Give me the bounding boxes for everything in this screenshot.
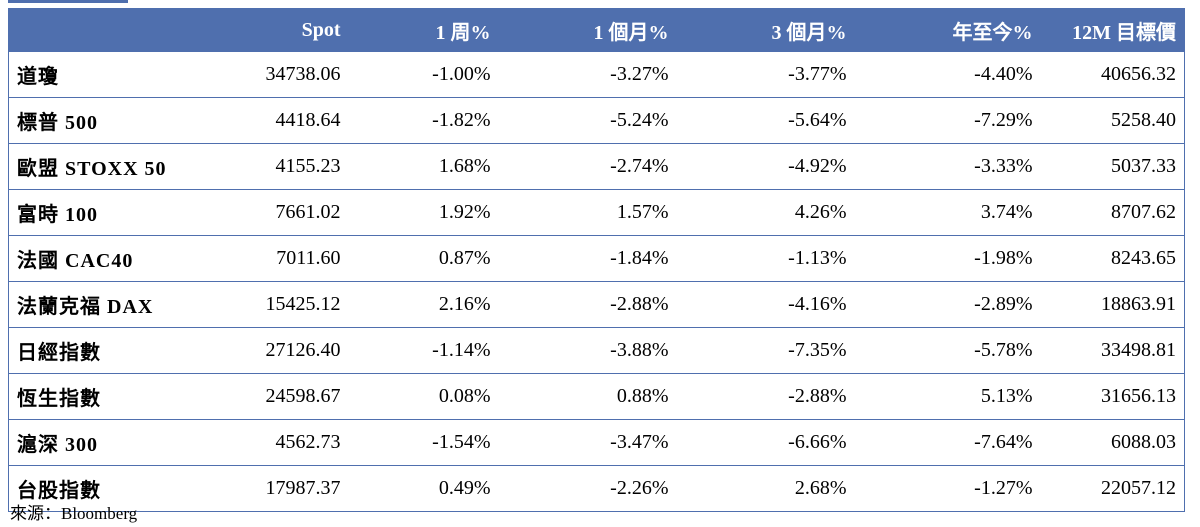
month-change-cell: -3.27%	[498, 51, 677, 98]
target-price-cell: 22057.12	[1040, 465, 1185, 512]
market-index-table: Spot 1 周% 1 個月% 3 個月% 年至今% 12M 目標價 道瓊 347…	[8, 8, 1185, 512]
ytd-change-cell: 5.13%	[854, 373, 1041, 420]
ytd-change-cell: -7.29%	[854, 97, 1041, 144]
ytd-change-cell: 3.74%	[854, 189, 1041, 236]
index-name-cell: 日經指數	[8, 327, 199, 374]
week-change-cell: 1.92%	[348, 189, 499, 236]
week-change-cell: 2.16%	[348, 281, 499, 328]
table-row: 標普 500 4418.64 -1.82% -5.24% -5.64% -7.29% 525…	[8, 97, 1185, 144]
table-row: 道瓊 34738.06 -1.00% -3.27% -3.77% -4.40% 40656.…	[8, 51, 1185, 98]
index-name-cell: 道瓊	[8, 51, 199, 98]
month-change-cell: -2.26%	[498, 465, 677, 512]
week-change-cell: 0.08%	[348, 373, 499, 420]
month-change-cell: 0.88%	[498, 373, 677, 420]
table-row: 滬深 300 4562.73 -1.54% -3.47% -6.66% -7.64% 608…	[8, 419, 1185, 466]
ytd-change-cell: -5.78%	[854, 327, 1041, 374]
table-row: 歐盟 STOXX 50 4155.23 1.68% -2.74% -4.92% -3.33…	[8, 143, 1185, 190]
index-name-cell: 標普 500	[8, 97, 199, 144]
month-change-cell: -2.88%	[498, 281, 677, 328]
three-month-change-cell: -2.88%	[676, 373, 855, 420]
month-change-cell: -3.47%	[498, 419, 677, 466]
ytd-change-cell: -4.40%	[854, 51, 1041, 98]
spot-cell: 27126.40	[198, 327, 349, 374]
header-ytd: 年至今%	[854, 8, 1041, 52]
ytd-change-cell: -2.89%	[854, 281, 1041, 328]
header-spot: Spot	[198, 8, 349, 52]
index-name-cell: 恆生指數	[8, 373, 199, 420]
target-price-cell: 33498.81	[1040, 327, 1185, 374]
top-accent-bar	[8, 0, 128, 3]
header-1-week: 1 周%	[348, 8, 499, 52]
header-name	[8, 8, 199, 52]
target-price-cell: 40656.32	[1040, 51, 1185, 98]
table-row: 日經指數 27126.40 -1.14% -3.88% -7.35% -5.78% 3349…	[8, 327, 1185, 374]
month-change-cell: -1.84%	[498, 235, 677, 282]
source-note: 來源：Bloomberg	[10, 504, 138, 523]
spot-cell: 24598.67	[198, 373, 349, 420]
target-price-cell: 5258.40	[1040, 97, 1185, 144]
three-month-change-cell: 4.26%	[676, 189, 855, 236]
target-price-cell: 6088.03	[1040, 419, 1185, 466]
week-change-cell: -1.00%	[348, 51, 499, 98]
three-month-change-cell: -6.66%	[676, 419, 855, 466]
three-month-change-cell: 2.68%	[676, 465, 855, 512]
week-change-cell: 0.49%	[348, 465, 499, 512]
target-price-cell: 18863.91	[1040, 281, 1185, 328]
three-month-change-cell: -4.92%	[676, 143, 855, 190]
spot-cell: 17987.37	[198, 465, 349, 512]
spot-cell: 7661.02	[198, 189, 349, 236]
table-row: 台股指數 17987.37 0.49% -2.26% 2.68% -1.27% 22057.…	[8, 465, 1185, 512]
month-change-cell: -2.74%	[498, 143, 677, 190]
table-row: 恆生指數 24598.67 0.08% 0.88% -2.88% 5.13% 31656.1…	[8, 373, 1185, 420]
three-month-change-cell: -5.64%	[676, 97, 855, 144]
spot-cell: 4155.23	[198, 143, 349, 190]
table-header-row: Spot 1 周% 1 個月% 3 個月% 年至今% 12M 目標價	[8, 8, 1185, 52]
ytd-change-cell: -1.27%	[854, 465, 1041, 512]
ytd-change-cell: -1.98%	[854, 235, 1041, 282]
index-name-cell: 富時 100	[8, 189, 199, 236]
week-change-cell: -1.54%	[348, 419, 499, 466]
target-price-cell: 31656.13	[1040, 373, 1185, 420]
index-name-cell: 法蘭克福 DAX	[8, 281, 199, 328]
header-3-month: 3 個月%	[676, 8, 855, 52]
spot-cell: 34738.06	[198, 51, 349, 98]
ytd-change-cell: -3.33%	[854, 143, 1041, 190]
target-price-cell: 5037.33	[1040, 143, 1185, 190]
week-change-cell: 1.68%	[348, 143, 499, 190]
table-row: 富時 100 7661.02 1.92% 1.57% 4.26% 3.74% 8707.62	[8, 189, 1185, 236]
header-1-month: 1 個月%	[498, 8, 677, 52]
three-month-change-cell: -1.13%	[676, 235, 855, 282]
target-price-cell: 8707.62	[1040, 189, 1185, 236]
table-row: 法國 CAC40 7011.60 0.87% -1.84% -1.13% -1.98% 82…	[8, 235, 1185, 282]
month-change-cell: 1.57%	[498, 189, 677, 236]
three-month-change-cell: -7.35%	[676, 327, 855, 374]
spot-cell: 4418.64	[198, 97, 349, 144]
index-name-cell: 台股指數	[8, 465, 199, 512]
table-row: 法蘭克福 DAX 15425.12 2.16% -2.88% -4.16% -2.89% 1…	[8, 281, 1185, 328]
week-change-cell: -1.14%	[348, 327, 499, 374]
spot-cell: 4562.73	[198, 419, 349, 466]
spot-cell: 15425.12	[198, 281, 349, 328]
target-price-cell: 8243.65	[1040, 235, 1185, 282]
month-change-cell: -3.88%	[498, 327, 677, 374]
header-12m-target: 12M 目標價	[1040, 8, 1185, 52]
index-name-cell: 滬深 300	[8, 419, 199, 466]
three-month-change-cell: -4.16%	[676, 281, 855, 328]
week-change-cell: -1.82%	[348, 97, 499, 144]
index-name-cell: 歐盟 STOXX 50	[8, 143, 199, 190]
month-change-cell: -5.24%	[498, 97, 677, 144]
spot-cell: 7011.60	[198, 235, 349, 282]
three-month-change-cell: -3.77%	[676, 51, 855, 98]
index-name-cell: 法國 CAC40	[8, 235, 199, 282]
week-change-cell: 0.87%	[348, 235, 499, 282]
ytd-change-cell: -7.64%	[854, 419, 1041, 466]
